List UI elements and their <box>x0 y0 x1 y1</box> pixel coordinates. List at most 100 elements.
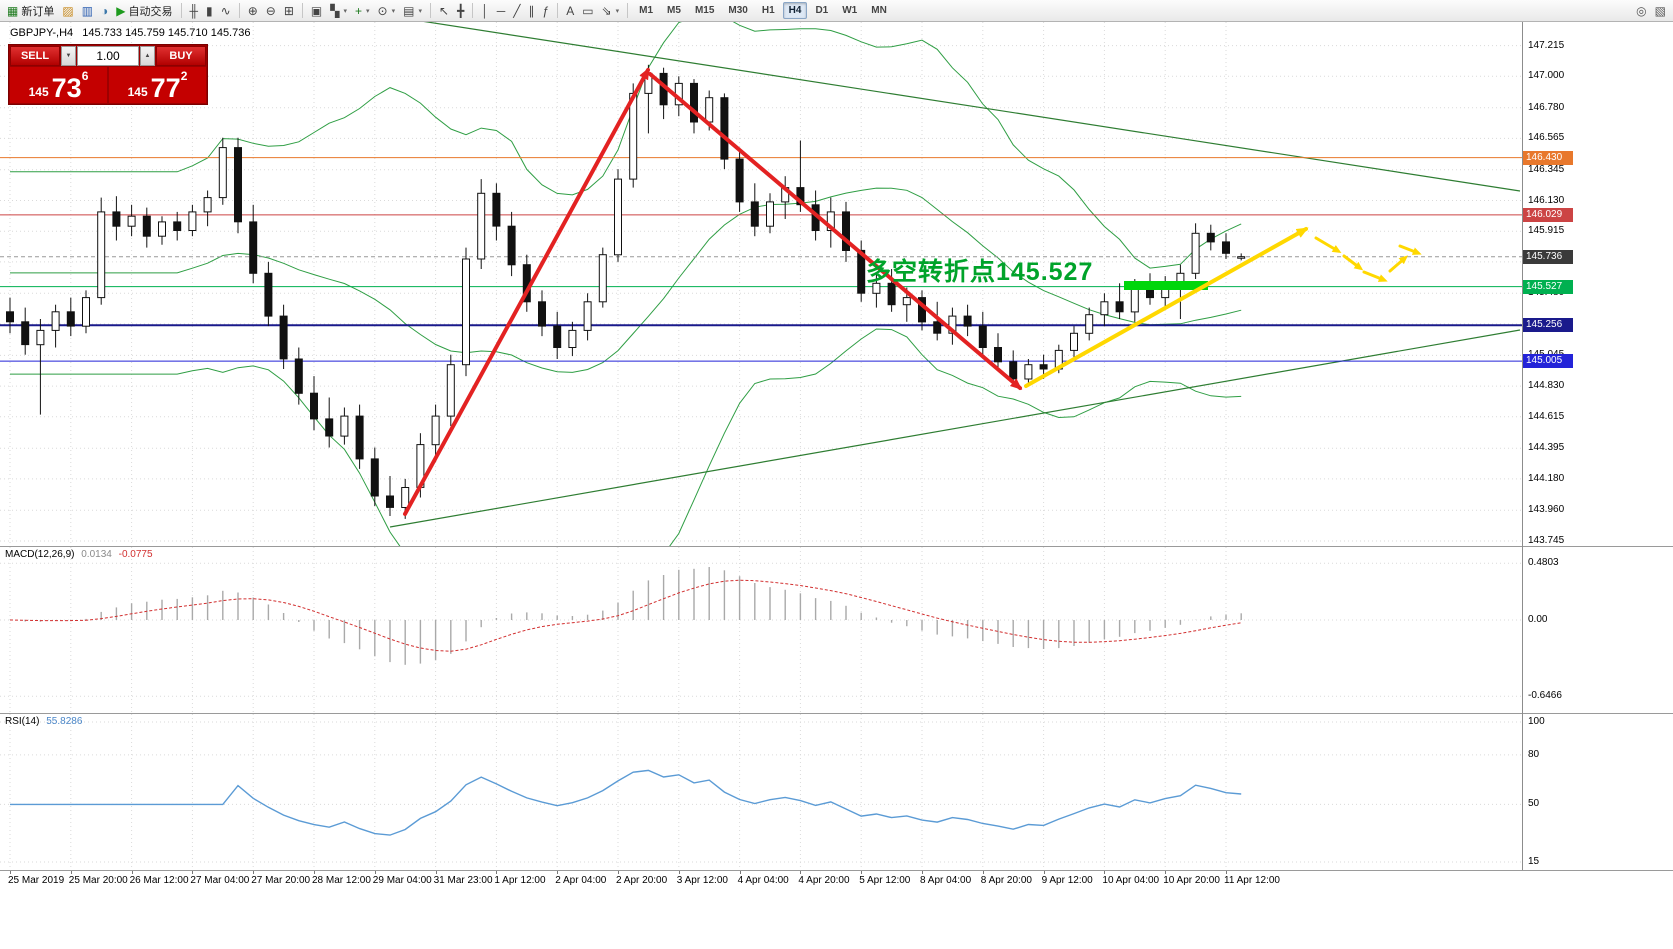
zoom-out-button[interactable]: ⊖ <box>263 2 279 20</box>
new-chart-button[interactable]: ▚ ▾ <box>327 2 350 20</box>
grid-layer <box>0 22 1522 546</box>
autotrading-label: 自动交易 <box>128 5 173 18</box>
time-axis-label: 11 Apr 12:00 <box>1224 875 1280 886</box>
ascending-trendline[interactable] <box>389 329 1521 528</box>
timeframe-d1-button[interactable]: D1 <box>815 5 829 16</box>
scale-tick-label: 144.830 <box>1528 380 1565 392</box>
vertical-line-button[interactable]: │ <box>478 2 492 20</box>
yellow-small-5[interactable] <box>1398 244 1422 255</box>
yellow-small-2[interactable] <box>1342 254 1364 271</box>
sell-button[interactable]: SELL <box>10 46 60 66</box>
autotrading-button[interactable]: ▶ 自动交易 <box>113 2 175 20</box>
scale-tick-label: 50 <box>1528 798 1540 810</box>
horizontal-line-button[interactable]: ─ <box>494 2 509 20</box>
red-impulse-up[interactable] <box>403 67 650 516</box>
feedback-button[interactable]: ▧ <box>1652 2 1669 20</box>
new-order-button[interactable]: ▦ 新订单 <box>4 2 57 20</box>
scale-tick-label: 144.395 <box>1528 442 1565 454</box>
candlestick-chart-button[interactable]: ▮ <box>203 2 216 20</box>
toolbar-separator <box>472 3 474 18</box>
rsi-panel-canvas[interactable] <box>0 714 1522 869</box>
periods-button[interactable]: ⊙ ▾ <box>375 2 399 20</box>
scale-tick-label: 144.180 <box>1528 472 1565 484</box>
yellow-small-4[interactable] <box>1388 255 1409 273</box>
time-axis-tick <box>861 871 863 874</box>
time-axis-tick <box>131 871 133 874</box>
fibonacci-retracement-button[interactable]: ƒ <box>540 2 553 20</box>
time-axis-tick <box>982 871 984 874</box>
equidistant-channel-button[interactable]: ∥ <box>526 2 538 20</box>
price-chart-canvas[interactable] <box>0 22 1522 546</box>
zoom-in-button[interactable]: ⊕ <box>245 2 261 20</box>
volume-input[interactable] <box>77 46 139 66</box>
timeframe-h1-button[interactable]: H1 <box>761 5 775 16</box>
text-button[interactable]: A <box>563 2 577 20</box>
timeframe-m1-button[interactable]: M1 <box>639 5 654 16</box>
caret-up-icon: ▲ <box>144 53 151 59</box>
timeframe-h4-button[interactable]: H4 <box>782 2 808 19</box>
yellow-small-1[interactable] <box>1314 236 1342 254</box>
auto-scroll-button[interactable]: ⊞ <box>281 2 297 20</box>
volume-up-button[interactable]: ▲ <box>140 46 155 66</box>
auto-scroll-icon: ⊞ <box>283 3 294 18</box>
price-scale-border[interactable] <box>1522 22 1523 870</box>
time-axis-label: 5 Apr 12:00 <box>859 875 911 886</box>
price-tag-145.736: 145.736 <box>1523 249 1573 264</box>
buy-button[interactable]: BUY <box>156 46 206 66</box>
red-impulse-down[interactable] <box>648 72 1023 390</box>
time-axis-tick <box>678 871 680 874</box>
market-watch-icon: ▥ <box>81 3 94 18</box>
templates-button[interactable]: ▤ ▾ <box>400 2 425 20</box>
time-axis-tick <box>1104 871 1106 874</box>
trendline-button[interactable]: ╱ <box>510 2 523 20</box>
trendline-icon: ╱ <box>513 3 521 18</box>
scale-tick-label: 146.345 <box>1528 163 1565 175</box>
time-axis-separator <box>0 870 1673 871</box>
buy-price-sup: 2 <box>180 69 188 83</box>
text-label-button[interactable]: ▭ <box>579 2 596 20</box>
time-axis-label: 4 Apr 20:00 <box>798 875 850 886</box>
search-button[interactable]: ◎ <box>1633 2 1649 20</box>
cursor-button[interactable]: ↖ <box>436 2 452 20</box>
macd-panel-splitter[interactable] <box>0 546 1673 547</box>
scale-tick-label: 146.565 <box>1528 132 1565 144</box>
profiles-button[interactable]: ▨ <box>59 2 76 20</box>
toolbar-separator <box>627 3 629 18</box>
yellow-projection-up[interactable] <box>1024 227 1309 388</box>
buy-price[interactable]: 145 77 2 <box>109 67 206 103</box>
time-axis-tick <box>314 871 315 874</box>
arrows-button[interactable]: ⇘ ▾ <box>599 2 623 20</box>
rsi-label: RSI(14) 55.8286 <box>5 716 86 727</box>
timeframe-m30-button[interactable]: M30 <box>728 5 748 16</box>
time-axis-label: 4 Apr 04:00 <box>737 875 789 886</box>
time-axis[interactable]: 25 Mar 2019 25 Mar 20:00 26 Mar 12:00 27 Ma… <box>0 871 1522 889</box>
support-highlight-bar[interactable] <box>1124 281 1208 290</box>
macd-panel-canvas[interactable] <box>0 547 1522 712</box>
data-window-button[interactable]: ◑ <box>98 2 111 20</box>
zoom-in-icon: ⊕ <box>247 3 258 18</box>
price-scale[interactable]: 147.215 147.000 146.780 146.565 146.345 146.1… <box>1523 22 1672 870</box>
rsi-panel-splitter[interactable] <box>0 713 1673 714</box>
time-axis-label: 29 Mar 04:00 <box>372 875 432 886</box>
bollinger-band-l[interactable] <box>10 328 1242 546</box>
timeframe-m5-button[interactable]: M5 <box>667 5 681 16</box>
timeframe-m15-button[interactable]: M15 <box>694 5 715 16</box>
indicators-button[interactable]: + ▾ <box>352 2 373 20</box>
line-chart-button[interactable]: ∿ <box>218 2 234 20</box>
timeframe-w1-button[interactable]: W1 <box>842 5 858 16</box>
bollinger-band-u[interactable] <box>10 22 1242 269</box>
bar-chart-button[interactable]: ╫ <box>187 2 202 20</box>
volume-down-button[interactable]: ▼ <box>61 46 76 66</box>
crosshair-button[interactable]: ╋ <box>454 2 467 20</box>
market-watch-button[interactable]: ▥ <box>79 2 96 20</box>
trade-panel-controls: SELL ▼ ▲ BUY <box>10 46 206 66</box>
timeframe-mn-button[interactable]: MN <box>871 5 887 16</box>
time-axis-label: 2 Apr 04:00 <box>555 875 607 886</box>
tile-windows-button[interactable]: ▣ <box>308 2 325 20</box>
time-axis-tick <box>374 871 376 874</box>
time-axis-tick <box>739 871 741 874</box>
sell-price[interactable]: 145 73 6 <box>10 67 107 103</box>
yellow-small-3[interactable] <box>1362 270 1388 282</box>
rsi-name: RSI(14) <box>5 716 40 727</box>
